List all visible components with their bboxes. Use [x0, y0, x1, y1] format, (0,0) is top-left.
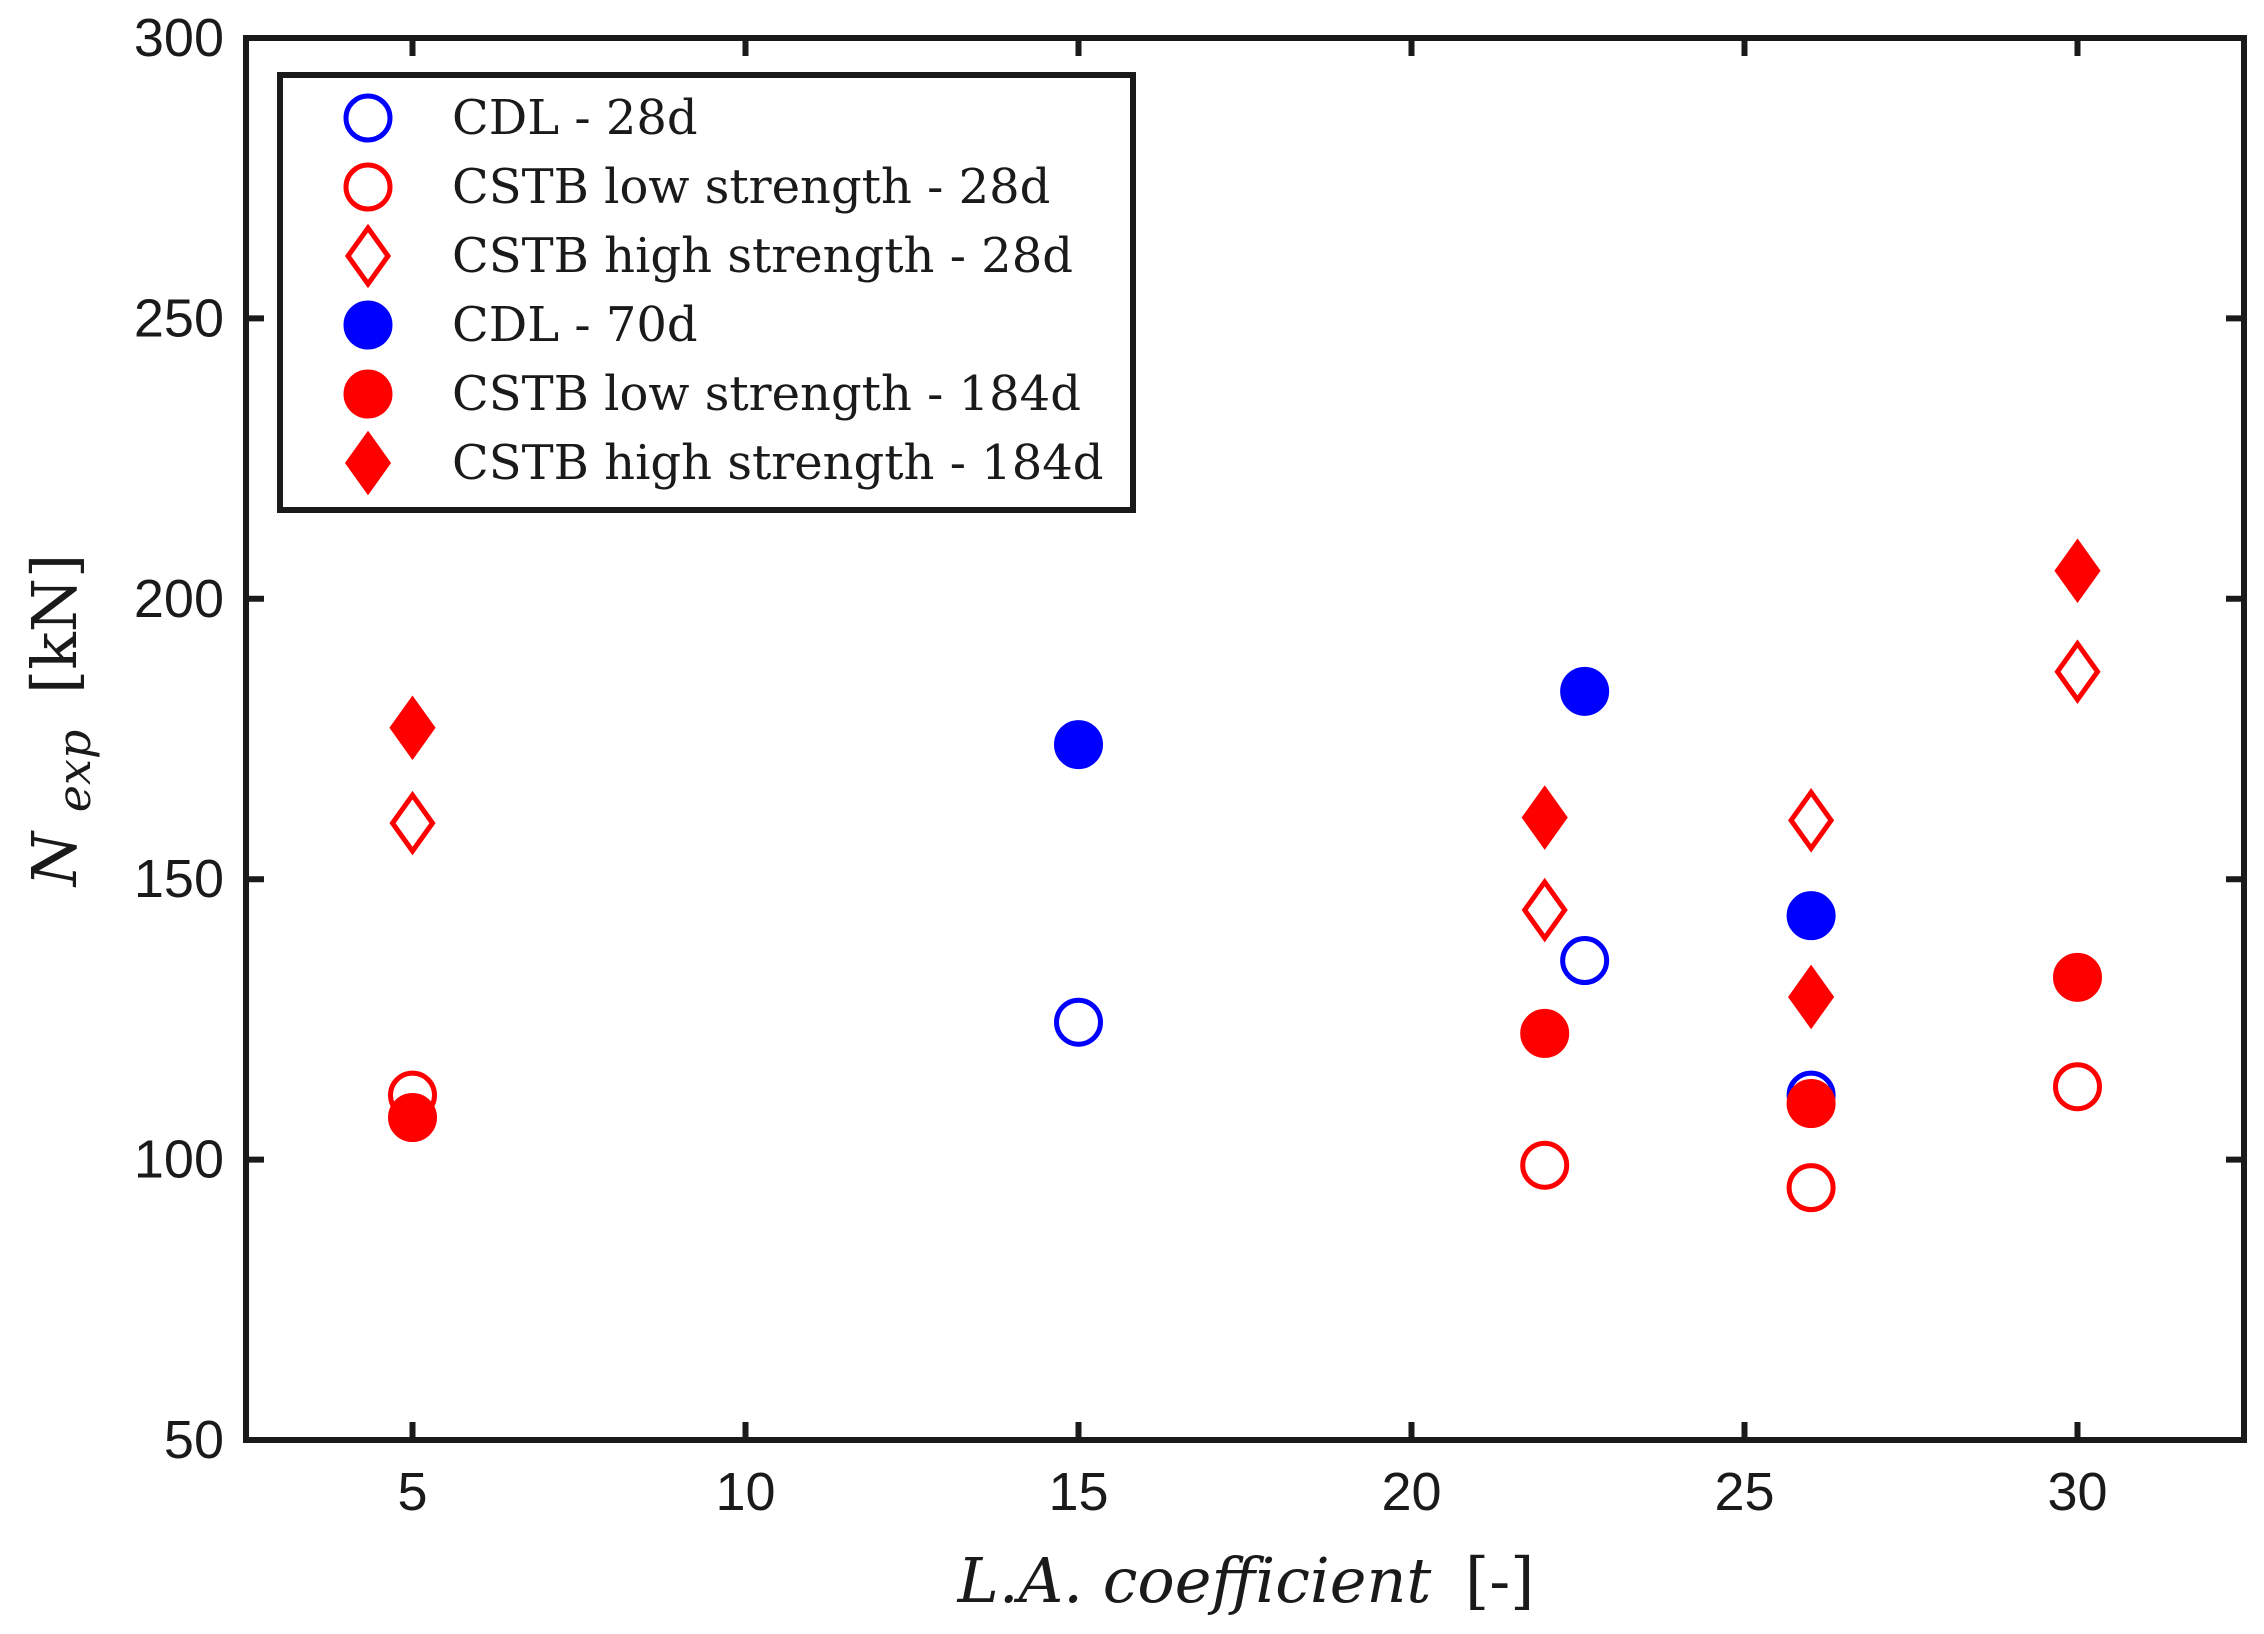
- y-axis-label-subscript: exp: [47, 730, 101, 813]
- point-series5-4: [2053, 952, 2102, 1002]
- y-tick-label-250: 250: [134, 288, 224, 348]
- legend-label-3: CSTB high strength - 28d: [452, 228, 1073, 284]
- y-axis-label-unit: [kN]: [18, 554, 91, 694]
- x-axis-label: L.A. coefficient [-]: [957, 1544, 1535, 1617]
- y-tick-label-100: 100: [134, 1130, 224, 1190]
- legend-label-1: CDL - 28d: [452, 90, 698, 146]
- legend-label-5: CSTB low strength - 184d: [452, 366, 1081, 422]
- legend-box: [277, 72, 1136, 513]
- x-tick-label-5: 5: [397, 1462, 427, 1522]
- point-series3-4: [2054, 639, 2101, 705]
- point-series4-2: [1560, 666, 1610, 716]
- legend-marker-3: [344, 223, 392, 289]
- legend-marker-6: [344, 430, 392, 496]
- y-axis-label-symbol: N: [18, 829, 91, 888]
- x-tick-label-25: 25: [1714, 1462, 1774, 1522]
- y-tick-label-200: 200: [134, 569, 224, 629]
- point-series6-1: [389, 695, 436, 761]
- point-series3-1: [389, 790, 436, 856]
- legend: CDL - 28d CSTB low strength - 28d CSTB hig…: [277, 72, 1136, 513]
- y-tick-label-150: 150: [134, 849, 224, 909]
- x-tick-label-15: 15: [1048, 1462, 1108, 1522]
- point-series5-3: [1786, 1079, 1836, 1129]
- x-tick-label-30: 30: [2047, 1462, 2107, 1522]
- y-tick-label-50: 50: [164, 1410, 224, 1470]
- legend-label-2: CSTB low strength - 28d: [452, 159, 1050, 215]
- point-series3-3: [1788, 788, 1835, 853]
- x-axis-label-main: L.A. coefficient: [957, 1544, 1432, 1617]
- x-tick-label-10: 10: [715, 1462, 775, 1522]
- x-tick-label-20: 20: [1381, 1462, 1441, 1522]
- y-axis-label: N exp [kN]: [18, 554, 105, 889]
- axes: 5 10 15 20 25 30 50 100 150 200 250 300: [134, 8, 2247, 1522]
- legend-label-6: CSTB high strength - 184d: [452, 435, 1104, 491]
- point-series6-4: [2054, 538, 2101, 604]
- x-axis-label-unit: [-]: [1465, 1544, 1534, 1617]
- point-series4-3: [1786, 891, 1836, 941]
- legend-marker-1: [343, 93, 393, 143]
- y-tick-label-300: 300: [134, 8, 224, 68]
- legend-marker-4: [343, 300, 393, 350]
- legend-label-4: CDL - 70d: [452, 297, 698, 353]
- point-series1-2: [1560, 936, 1610, 986]
- point-series6-3: [1788, 964, 1835, 1030]
- point-series2-4: [2053, 1062, 2102, 1112]
- point-series5-1: [388, 1093, 437, 1143]
- legend-marker-5: [343, 369, 393, 419]
- point-series4-1: [1054, 720, 1103, 770]
- legend-marker-2: [343, 162, 393, 212]
- plot-frame: [243, 35, 2247, 1443]
- point-series3-2: [1521, 877, 1568, 943]
- data-marks: [388, 538, 2102, 1213]
- point-series2-2: [1520, 1140, 1570, 1190]
- point-series6-2: [1521, 785, 1568, 850]
- point-series5-2: [1520, 1008, 1570, 1058]
- point-series2-3: [1786, 1163, 1836, 1213]
- point-series1-1: [1054, 997, 1103, 1047]
